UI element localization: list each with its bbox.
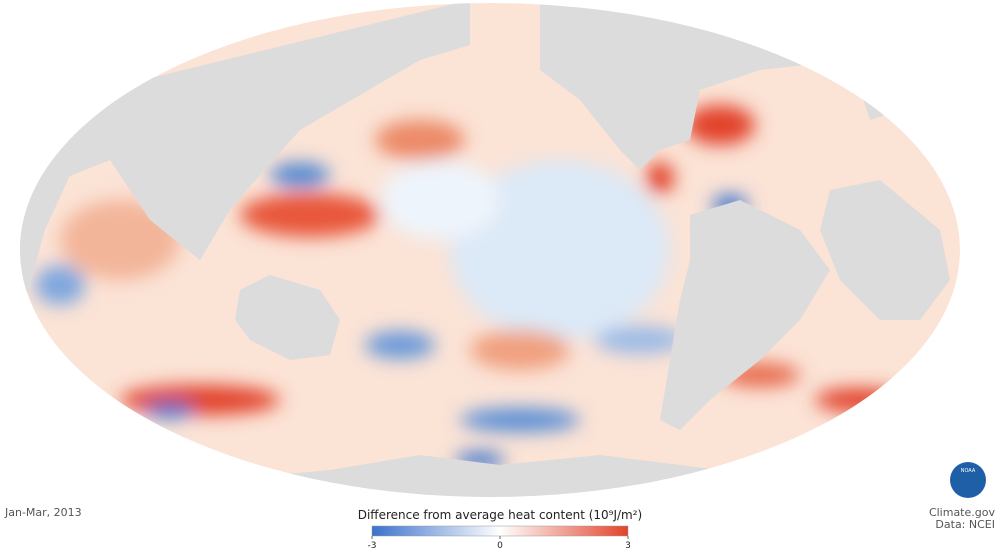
colorbar-tick-label: -3 <box>368 541 377 551</box>
colorbar-tick-label: 0 <box>497 541 503 551</box>
noaa-logo <box>950 462 986 498</box>
legend-title: Difference from average heat content (10… <box>358 508 643 522</box>
date-label: Jan-Mar, 2013 <box>4 506 82 519</box>
anomaly-field <box>35 40 905 468</box>
legend: -3 0 3 <box>368 525 631 551</box>
colorbar-tick-label: 3 <box>625 541 631 551</box>
logo-text: NOAA <box>961 468 976 474</box>
credit-source: Climate.gov <box>929 506 996 519</box>
credit-data: Data: NCEI <box>935 518 995 531</box>
colorbar <box>371 525 629 537</box>
